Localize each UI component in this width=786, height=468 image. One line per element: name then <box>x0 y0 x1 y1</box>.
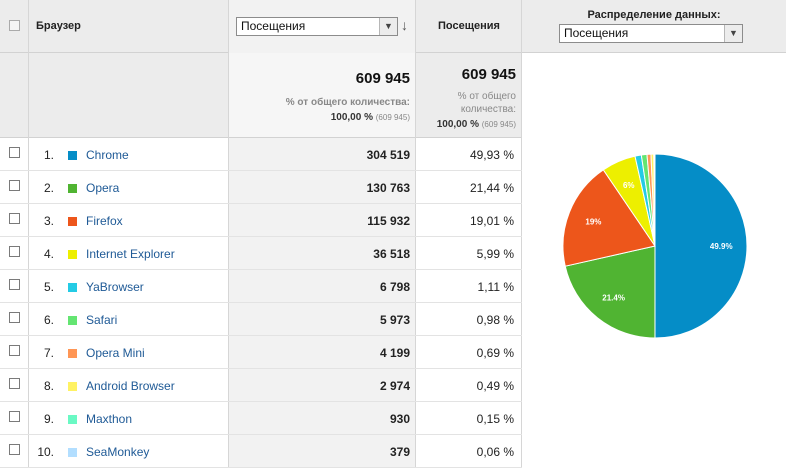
summary-total-1: 609 945 <box>228 70 410 87</box>
metric-select[interactable]: Посещения ▼ <box>236 17 398 36</box>
legend-swatch <box>68 349 77 358</box>
row-checkbox[interactable] <box>9 378 20 389</box>
summary-share-label-1: % от общего количества: <box>228 97 410 108</box>
distribution-select[interactable]: Посещения ▼ <box>559 24 743 43</box>
table-row: 4. Internet Explorer 36 518 5,99 % <box>0 237 522 270</box>
browser-link[interactable]: Safari <box>86 313 117 327</box>
legend-swatch <box>68 382 77 391</box>
row-checkbox[interactable] <box>9 345 20 356</box>
pie-slice-label: 21.4% <box>602 294 625 303</box>
sort-arrow-icon[interactable]: ↓ <box>401 17 408 33</box>
pie-slice-chrome[interactable] <box>655 154 747 338</box>
row-checkbox[interactable] <box>9 411 20 422</box>
pie-slice-label: 6% <box>623 181 635 190</box>
chevron-down-icon: ▼ <box>379 18 397 35</box>
summary-share-count-1: (609 945) <box>376 113 410 122</box>
table-row: 9. Maxthon 930 0,15 % <box>0 402 522 435</box>
visits-value: 36 518 <box>228 247 410 261</box>
visits-value: 2 974 <box>228 379 410 393</box>
table-row: 2. Opera 130 763 21,44 % <box>0 171 522 204</box>
browser-link[interactable]: Internet Explorer <box>86 247 175 261</box>
row-rank: 8. <box>30 379 54 393</box>
visits-percent: 0,15 % <box>416 412 514 426</box>
pie-slice-label: 49.9% <box>710 242 733 251</box>
distribution-pie-chart: 49.9% 21.4% 19% 6% <box>522 138 786 467</box>
visits-value: 379 <box>228 445 410 459</box>
summary-share-pct-1: 100,00 % <box>331 112 373 123</box>
visits-value: 4 199 <box>228 346 410 360</box>
row-rank: 3. <box>30 214 54 228</box>
legend-swatch <box>68 151 77 160</box>
row-rank: 5. <box>30 280 54 294</box>
row-checkbox[interactable] <box>9 180 20 191</box>
row-checkbox[interactable] <box>9 312 20 323</box>
summary-share-label-2a: % от общего <box>416 91 516 102</box>
summary-share-count-2: (609 945) <box>482 120 516 129</box>
visits-value: 130 763 <box>228 181 410 195</box>
table-row: 1. Chrome 304 519 49,93 % <box>0 138 522 171</box>
summary-share-pct-2: 100,00 % <box>437 119 479 130</box>
browser-link[interactable]: SeaMonkey <box>86 445 149 459</box>
row-checkbox[interactable] <box>9 444 20 455</box>
visits-value: 304 519 <box>228 148 410 162</box>
table-row: 7. Opera Mini 4 199 0,69 % <box>0 336 522 369</box>
dimension-header[interactable]: Браузер <box>36 20 81 32</box>
legend-swatch <box>68 448 77 457</box>
visits-percent: 19,01 % <box>416 214 514 228</box>
row-checkbox[interactable] <box>9 279 20 290</box>
table-row: 3. Firefox 115 932 19,01 % <box>0 204 522 237</box>
summary-metric-cell <box>228 53 416 138</box>
browser-link[interactable]: YaBrowser <box>86 280 144 294</box>
legend-swatch <box>68 184 77 193</box>
visits-percent: 1,11 % <box>416 280 514 294</box>
row-checkbox[interactable] <box>9 147 20 158</box>
table-row: 10. SeaMonkey 379 0,06 % <box>0 435 522 468</box>
pie-slice-label: 19% <box>585 218 601 227</box>
row-checkbox[interactable] <box>9 246 20 257</box>
browser-link[interactable]: Maxthon <box>86 412 132 426</box>
legend-swatch <box>68 217 77 226</box>
table-row: 6. Safari 5 973 0,98 % <box>0 303 522 336</box>
visits-percent: 49,93 % <box>416 148 514 162</box>
row-rank: 2. <box>30 181 54 195</box>
row-rank: 10. <box>30 445 54 459</box>
visits-value: 6 798 <box>228 280 410 294</box>
visits-percent: 0,49 % <box>416 379 514 393</box>
metric-header[interactable]: Посещения <box>416 20 522 32</box>
visits-percent: 5,99 % <box>416 247 514 261</box>
row-rank: 4. <box>30 247 54 261</box>
browser-link[interactable]: Opera <box>86 181 119 195</box>
row-checkbox[interactable] <box>9 213 20 224</box>
legend-swatch <box>68 415 77 424</box>
summary-share-2: 100,00 % (609 945) <box>416 119 516 130</box>
visits-percent: 0,98 % <box>416 313 514 327</box>
visits-percent: 0,06 % <box>416 445 514 459</box>
summary-share-label-2b: количества: <box>416 104 516 115</box>
visits-percent: 0,69 % <box>416 346 514 360</box>
distribution-label: Распределение данных: <box>522 9 786 21</box>
row-rank: 1. <box>30 148 54 162</box>
browser-link[interactable]: Firefox <box>86 214 123 228</box>
summary-share-1: 100,00 % (609 945) <box>228 112 410 123</box>
visits-percent: 21,44 % <box>416 181 514 195</box>
row-rank: 9. <box>30 412 54 426</box>
row-rank: 7. <box>30 346 54 360</box>
legend-swatch <box>68 250 77 259</box>
browser-link[interactable]: Chrome <box>86 148 129 162</box>
summary-total-2: 609 945 <box>416 66 516 83</box>
legend-swatch <box>68 316 77 325</box>
visits-value: 930 <box>228 412 410 426</box>
table-row: 8. Android Browser 2 974 0,49 % <box>0 369 522 402</box>
select-all-checkbox[interactable] <box>9 20 20 31</box>
browser-link[interactable]: Android Browser <box>86 379 175 393</box>
legend-swatch <box>68 283 77 292</box>
table-row: 5. YaBrowser 6 798 1,11 % <box>0 270 522 303</box>
visits-value: 5 973 <box>228 313 410 327</box>
browser-link[interactable]: Opera Mini <box>86 346 145 360</box>
visits-value: 115 932 <box>228 214 410 228</box>
chevron-down-icon: ▼ <box>724 25 742 42</box>
row-rank: 6. <box>30 313 54 327</box>
